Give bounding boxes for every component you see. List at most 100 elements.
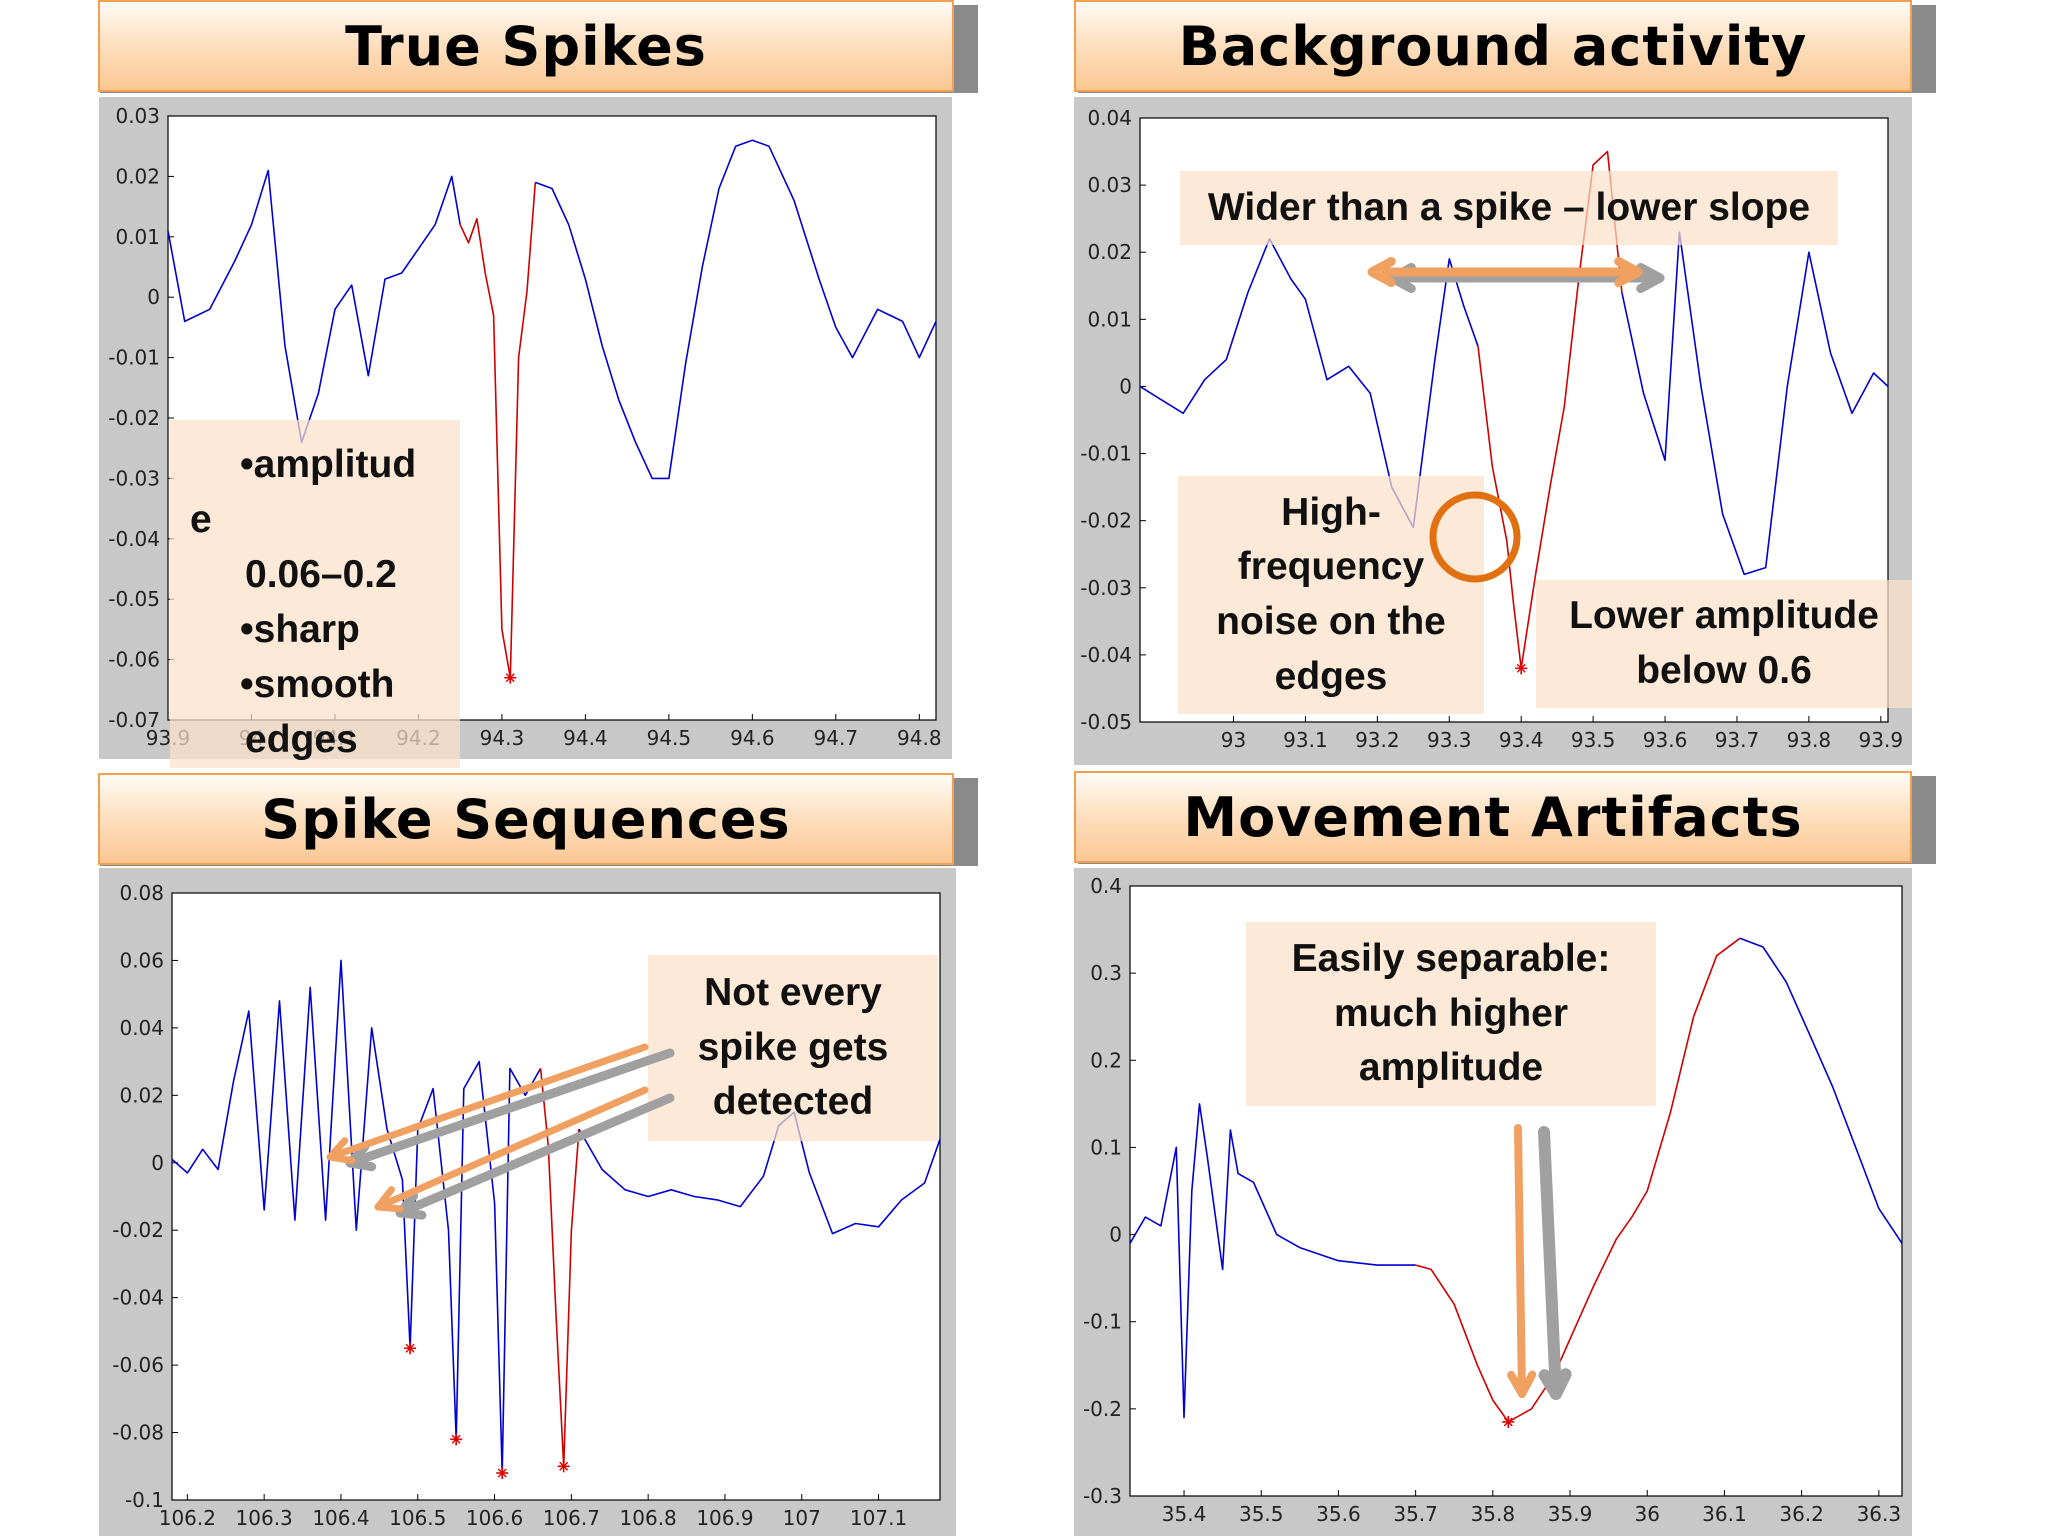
y-tick-label: -0.05 xyxy=(1080,710,1132,734)
y-tick-label: -0.07 xyxy=(108,708,160,732)
panel-title: True Spikes xyxy=(345,14,707,78)
series-line-2 xyxy=(1739,937,1903,1244)
y-tick-label: 0.04 xyxy=(1087,106,1132,130)
x-tick-label: 93 xyxy=(1221,728,1246,752)
x-tick-label: 94.3 xyxy=(480,726,525,750)
panel-title: Movement Artifacts xyxy=(1183,785,1803,849)
x-tick-label: 35.8 xyxy=(1471,1502,1516,1526)
noise-circle xyxy=(1429,491,1521,583)
x-tick-label: 36.3 xyxy=(1857,1502,1902,1526)
series-line-2 xyxy=(1621,231,1889,576)
y-tick-label: 0.03 xyxy=(1087,173,1132,197)
y-tick-label: -0.04 xyxy=(1080,643,1132,667)
y-tick-label: -0.01 xyxy=(1080,442,1132,466)
x-tick-label: 106.6 xyxy=(466,1506,523,1530)
series-line-2 xyxy=(578,1111,941,1235)
x-tick-label: 36 xyxy=(1635,1502,1660,1526)
y-tick-label: 0.3 xyxy=(1090,961,1122,985)
x-tick-label: 93.2 xyxy=(1355,728,1400,752)
amplitude-arrow xyxy=(1507,1124,1537,1398)
y-tick-label: 0.06 xyxy=(119,948,164,972)
callout-line: edges xyxy=(1274,654,1388,698)
y-tick-label: 0 xyxy=(151,1151,164,1175)
callout-line: High- xyxy=(1281,490,1381,534)
x-tick-label: 106.2 xyxy=(159,1506,216,1530)
y-tick-label: 0.4 xyxy=(1090,874,1122,898)
bullet-callout: •amplitud e 0.06–0.2 •sharp •smooth edge… xyxy=(170,420,460,768)
x-tick-label: 94.5 xyxy=(647,726,692,750)
spike-marker xyxy=(404,1342,417,1355)
x-tick-label: 36.2 xyxy=(1779,1502,1824,1526)
title-bar-true-spikes: True Spikes xyxy=(98,0,954,92)
width-arrow-right xyxy=(1500,256,1643,288)
y-tick-label: -0.2 xyxy=(1083,1397,1122,1421)
y-tick-label: 0.02 xyxy=(115,164,160,188)
amplitude-arrow-shadow xyxy=(1538,1126,1572,1400)
callout-not-every-spike: Not every spike gets detected xyxy=(648,955,938,1141)
y-tick-label: -0.3 xyxy=(1083,1484,1122,1508)
y-tick-label: 0.01 xyxy=(115,225,160,249)
y-tick-label: -0.02 xyxy=(108,406,160,430)
callout-line: Not every xyxy=(704,971,882,1015)
callout-line: frequency xyxy=(1237,545,1425,589)
x-tick-label: 106.8 xyxy=(620,1506,677,1530)
y-tick-label: -0.02 xyxy=(112,1218,164,1242)
y-tick-label: -0.04 xyxy=(112,1286,164,1310)
y-tick-label: -0.08 xyxy=(112,1421,164,1445)
title-bar-movement-artifacts: Movement Artifacts xyxy=(1074,771,1912,863)
callout-line: spike gets xyxy=(697,1025,889,1069)
x-tick-label: 94.6 xyxy=(730,726,775,750)
y-tick-label: -0.02 xyxy=(1080,509,1132,533)
series-line-1 xyxy=(459,182,537,679)
x-tick-label: 35.9 xyxy=(1548,1502,1593,1526)
x-tick-label: 35.5 xyxy=(1239,1502,1284,1526)
y-tick-label: 0.02 xyxy=(1087,240,1132,264)
callout-line: amplitude xyxy=(1358,1046,1544,1090)
y-tick-label: 0.04 xyxy=(119,1016,164,1040)
x-tick-label: 93.9 xyxy=(1859,728,1904,752)
callout-line: much higher xyxy=(1333,991,1569,1035)
panel-title: Background activity xyxy=(1178,14,1808,78)
x-tick-label: 93.7 xyxy=(1715,728,1760,752)
y-tick-label: -0.03 xyxy=(108,466,160,490)
series-line-1 xyxy=(1415,937,1741,1423)
panel-title: Spike Sequences xyxy=(261,787,791,851)
x-tick-label: 106.5 xyxy=(389,1506,446,1530)
y-tick-label: 0 xyxy=(1119,374,1132,398)
bullet-line: •amplitud xyxy=(240,443,417,486)
y-tick-label: 0.08 xyxy=(119,881,164,905)
callout-text: Wider than a spike – lower slope xyxy=(1207,185,1811,229)
y-tick-label: -0.04 xyxy=(108,527,160,551)
y-tick-label: -0.06 xyxy=(112,1353,164,1377)
series-line-0 xyxy=(1139,238,1479,529)
y-tick-label: 0.01 xyxy=(1087,307,1132,331)
missed-spike-arrow-shadow-2 xyxy=(395,1093,675,1220)
width-arrow-left xyxy=(1367,256,1510,288)
y-tick-label: -0.1 xyxy=(1083,1310,1122,1334)
x-tick-label: 35.4 xyxy=(1162,1502,1207,1526)
y-tick-label: -0.01 xyxy=(108,346,160,370)
x-tick-label: 94.4 xyxy=(563,726,608,750)
x-tick-label: 93.4 xyxy=(1499,728,1544,752)
width-arrow-shadow-right xyxy=(1521,262,1665,294)
bullet-line: 0.06–0.2 xyxy=(245,553,397,596)
callout-line: noise on the xyxy=(1216,600,1446,643)
callout-line: Lower amplitude xyxy=(1569,594,1879,638)
bullet-line: e xyxy=(190,498,212,541)
missed-spike-arrow-2 xyxy=(374,1086,649,1213)
y-tick-label: 0.02 xyxy=(119,1083,164,1107)
callout-line: detected xyxy=(712,1080,874,1124)
x-tick-label: 93.5 xyxy=(1571,728,1616,752)
x-tick-label: 106.7 xyxy=(543,1506,600,1530)
bullet-line: •sharp xyxy=(240,608,360,651)
callout-easily-separable: Easily separable: much higher amplitude xyxy=(1246,922,1656,1106)
x-tick-label: 106.4 xyxy=(312,1506,369,1530)
x-tick-label: 107 xyxy=(783,1506,821,1530)
missed-spike-arrow-1 xyxy=(326,1043,649,1165)
y-tick-label: 0.1 xyxy=(1090,1135,1122,1159)
y-tick-label: 0.2 xyxy=(1090,1048,1122,1072)
spike-marker xyxy=(1515,662,1528,675)
series-line-0 xyxy=(167,169,461,444)
spike-marker xyxy=(1502,1415,1515,1428)
